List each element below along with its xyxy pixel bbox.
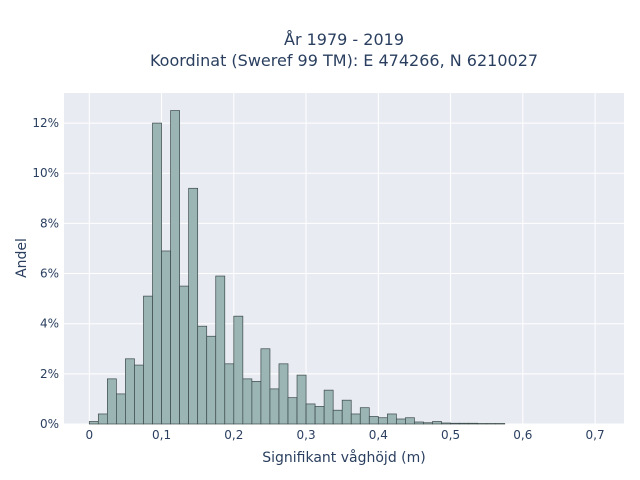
y-tick-label-2: 4% — [40, 317, 59, 331]
histogram-bar-10 — [179, 285, 189, 425]
histogram-bar-40 — [450, 422, 460, 425]
y-tick-label-5: 10% — [32, 166, 59, 180]
histogram-bar-7 — [152, 122, 162, 425]
bars — [88, 110, 506, 425]
histogram-bar-34 — [396, 418, 406, 425]
histogram-bar-5 — [134, 364, 144, 425]
histogram-bar-35 — [405, 417, 415, 425]
histogram-bar-11 — [188, 187, 199, 425]
histogram-bar-13 — [206, 335, 217, 425]
x-tick-label-5: 0,5 — [441, 428, 460, 442]
histogram-bar-19 — [260, 348, 271, 425]
y-axis-label: Andel — [14, 238, 30, 278]
x-tick-label-3: 0,3 — [297, 428, 316, 442]
histogram-bar-4 — [125, 358, 135, 425]
histogram-bar-41 — [459, 422, 469, 425]
y-tick-label-4: 8% — [40, 216, 59, 230]
histogram-bar-44 — [486, 423, 497, 425]
histogram-bar-1 — [97, 413, 108, 425]
chart-title-line2: Koordinat (Sweref 99 TM): E 474266, N 62… — [150, 51, 538, 70]
histogram-bar-14 — [215, 275, 226, 425]
histogram-bar-8 — [161, 250, 171, 425]
y-tick-label-6: 12% — [32, 116, 59, 130]
histogram-bar-6 — [143, 295, 153, 425]
y-tick-label-1: 2% — [40, 367, 59, 381]
x-tick-labels: 0 0,1 0,2 0,3 0,4 0,5 0,6 0,7 — [85, 428, 604, 442]
x-tick-label-2: 0,2 — [224, 428, 243, 442]
x-tick-label-0: 0 — [85, 428, 93, 442]
histogram-bar-45 — [495, 423, 506, 425]
chart-title-line1: År 1979 - 2019 — [284, 30, 404, 49]
histogram-bar-21 — [278, 363, 289, 425]
histogram-bar-9 — [170, 110, 180, 425]
y-tick-label-3: 6% — [40, 267, 59, 281]
histogram-bar-24 — [305, 403, 316, 425]
histogram-bar-37 — [423, 422, 433, 425]
histogram-bar-32 — [377, 417, 388, 425]
histogram-bar-0 — [88, 421, 99, 425]
histogram-bar-36 — [414, 421, 424, 425]
histogram-bar-28 — [341, 399, 352, 425]
histogram-bar-30 — [359, 407, 370, 425]
y-tick-labels: 0% 2% 4% 6% 8% 10% 12% — [32, 116, 59, 431]
histogram-bar-17 — [242, 378, 253, 425]
x-tick-label-7: 0,7 — [586, 428, 605, 442]
histogram-bar-16 — [233, 315, 244, 425]
histogram-bar-25 — [314, 406, 325, 425]
histogram-bar-20 — [269, 388, 280, 425]
histogram-bar-27 — [332, 409, 343, 425]
x-axis-label: Signifikant våghöjd (m) — [262, 449, 425, 466]
x-tick-label-4: 0,4 — [369, 428, 388, 442]
histogram-bar-3 — [116, 393, 126, 425]
histogram-bar-23 — [296, 374, 307, 425]
histogram-bar-39 — [441, 422, 451, 425]
histogram-bar-43 — [477, 423, 488, 425]
x-tick-label-1: 0,1 — [152, 428, 171, 442]
histogram-bar-31 — [368, 416, 379, 425]
x-tick-label-6: 0,6 — [513, 428, 532, 442]
histogram-bar-15 — [224, 363, 235, 425]
histogram-bar-29 — [350, 413, 361, 425]
histogram-bar-38 — [432, 421, 442, 425]
histogram-bar-2 — [107, 378, 117, 425]
histogram-bar-12 — [197, 325, 208, 425]
histogram-bar-42 — [468, 422, 479, 425]
histogram-bar-22 — [287, 397, 298, 425]
histogram-bar-33 — [387, 413, 397, 425]
histogram-bar-18 — [251, 381, 262, 425]
histogram-bar-26 — [323, 389, 334, 425]
y-tick-label-0: 0% — [40, 417, 59, 431]
